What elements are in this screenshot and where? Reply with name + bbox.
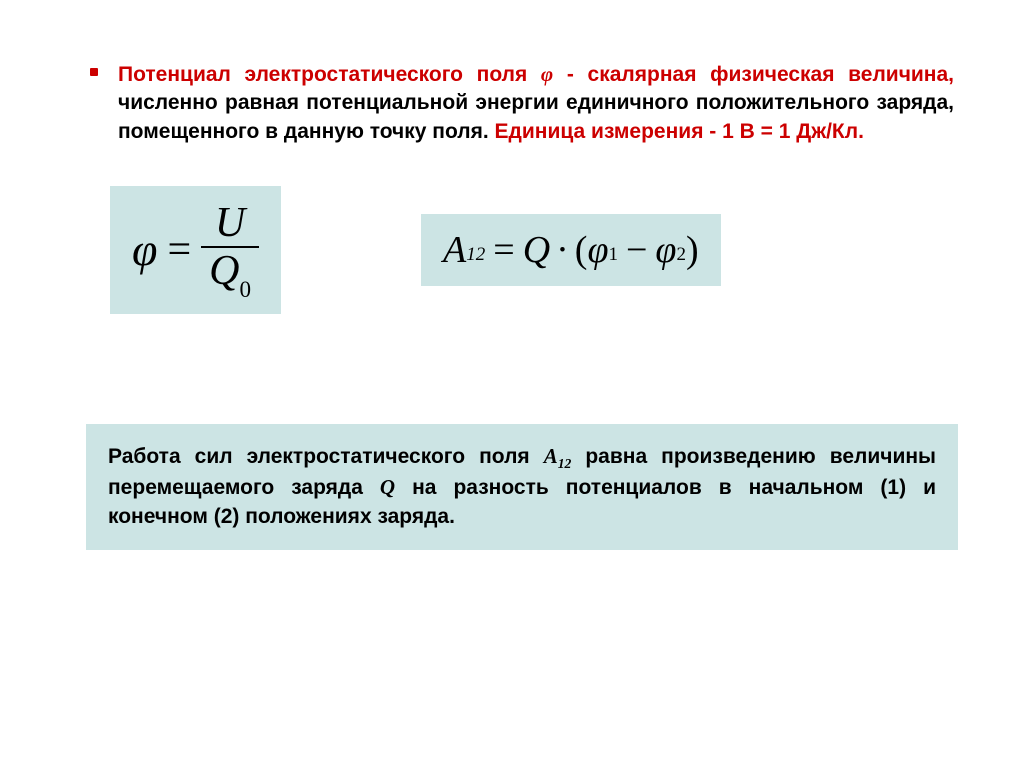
work-A-sub: 12 (558, 456, 572, 471)
f2-dot: · (556, 228, 569, 272)
f1-eq: = (167, 226, 191, 274)
work-A-main: A (544, 444, 558, 468)
f2-lpar: ( (575, 228, 588, 272)
f2-A-sub: 12 (466, 244, 485, 266)
f1-den: Q0 (201, 248, 259, 299)
f1-num: U (207, 200, 253, 246)
f2-phi1-sub: 1 (608, 244, 618, 266)
f1-den-main: Q (209, 248, 239, 294)
formula-phi: φ = U Q0 (110, 186, 281, 313)
def-unit: Единица измерения - 1 В = 1 Дж/Кл. (495, 120, 864, 143)
def-dash: - (567, 63, 588, 86)
phi-symbol: φ (541, 62, 553, 86)
f1-fraction: U Q0 (201, 200, 259, 299)
f2-eq: = (493, 228, 514, 272)
formula-row: φ = U Q0 A12 = Q · ( φ1 − φ2 ) (110, 186, 954, 313)
f2-phi2-sub: 2 (676, 244, 686, 266)
formula-work: A12 = Q · ( φ1 − φ2 ) (421, 214, 721, 286)
f1-den-sub: 0 (239, 276, 251, 302)
work-paragraph: Работа сил электростатического поля A12 … (86, 424, 958, 550)
f2-Q: Q (523, 228, 550, 272)
f2-A: A (443, 228, 466, 272)
def-lead: Потенциал электростатического поля (118, 63, 541, 86)
f2-phi2: φ (655, 228, 676, 272)
f2-rpar: ) (686, 228, 699, 272)
f2-phi1: φ (587, 228, 608, 272)
f2-minus: − (626, 228, 647, 272)
slide: Потенциал электростатического поля φ - с… (0, 0, 1024, 768)
f1-lhs: φ (132, 223, 157, 276)
work-A: A12 (544, 444, 572, 468)
work-p1a: Работа сил электростатического поля (108, 445, 544, 468)
bullet-icon (90, 68, 98, 76)
work-Q: Q (380, 475, 395, 499)
def-tail-red: скалярная физическая величина, (588, 63, 954, 86)
definition-paragraph: Потенциал электростатического поля φ - с… (90, 60, 954, 146)
